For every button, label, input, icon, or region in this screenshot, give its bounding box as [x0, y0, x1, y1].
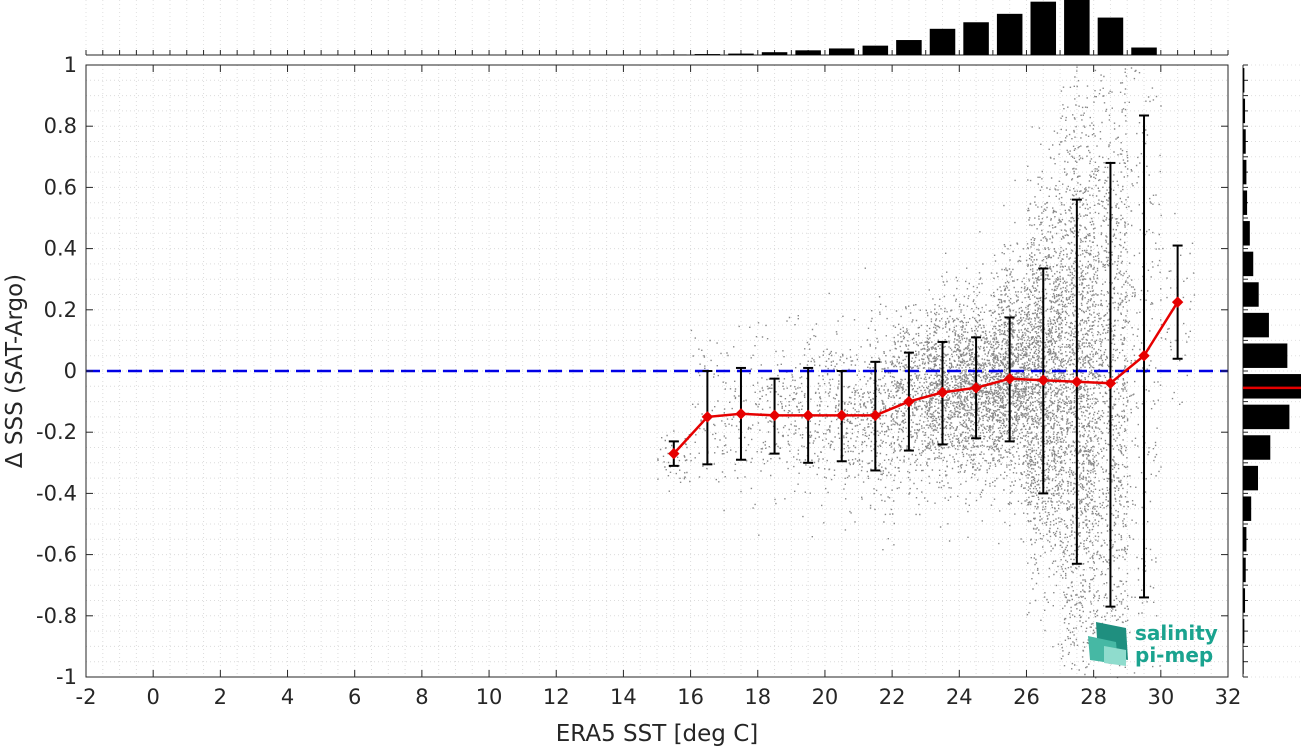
y-tick-label: -0.6 — [36, 543, 77, 567]
logo-text-salinity: salinity — [1135, 621, 1218, 645]
x-tick-label: 6 — [348, 685, 361, 709]
dsss-hist-bar — [1243, 221, 1250, 246]
scatter-points — [657, 66, 1196, 679]
y-tick-label: 0.6 — [44, 175, 77, 199]
dsss-hist-bar — [1243, 374, 1301, 399]
mean-line — [672, 301, 1179, 455]
dsss-hist-bar — [1243, 68, 1245, 93]
dsss-hist-bar — [1243, 649, 1244, 674]
y-tick-label: 0.8 — [44, 114, 77, 138]
x-tick-label: 28 — [1080, 685, 1107, 709]
sst-hist-bar — [896, 40, 922, 55]
sst-hist-bar — [795, 50, 821, 55]
y-tick-label: 0.4 — [44, 237, 77, 261]
y-tick-label: -0.4 — [36, 481, 77, 505]
sst-hist-bar — [828, 48, 855, 55]
dsss-hist-bar — [1243, 98, 1246, 124]
mean-point — [836, 409, 848, 422]
dsss-hist-bar — [1243, 343, 1288, 368]
sst-hist-bar — [1131, 47, 1157, 55]
mean-point — [1037, 374, 1049, 386]
x-tick-label: 8 — [415, 685, 428, 709]
x-tick-label: 24 — [946, 685, 973, 709]
sst-hist-bar — [1064, 0, 1090, 55]
x-tick-label: 2 — [214, 685, 227, 709]
mean-point — [735, 408, 747, 420]
dsss-hist-bar — [1243, 312, 1269, 338]
dsss-hist-bar — [1243, 588, 1246, 613]
mean-point — [970, 382, 982, 394]
dsss-hist-bar — [1243, 496, 1252, 521]
sst-hist-bar — [963, 22, 989, 55]
x-tick-label: 4 — [281, 685, 294, 709]
x-tick-label: 22 — [879, 685, 906, 709]
sst-hist-bar — [996, 13, 1023, 55]
dsss-hist-bar — [1243, 251, 1254, 277]
mean-point — [903, 395, 915, 408]
dsss-hist-bar — [1243, 282, 1259, 307]
x-tick-label: 14 — [610, 685, 637, 709]
mean-point — [701, 411, 714, 423]
mean-point — [768, 409, 781, 422]
binned-mean-line — [668, 296, 1184, 460]
x-tick-label: 32 — [1215, 685, 1242, 709]
scatter-cloud — [657, 66, 1196, 679]
y-tick-label: -0.8 — [36, 604, 77, 628]
mean-point — [1138, 349, 1150, 362]
y-tick-label: -0.2 — [36, 420, 77, 444]
y-tick-label: 1 — [64, 53, 77, 77]
dsss-hist-bar — [1243, 618, 1245, 644]
mean-point — [869, 409, 882, 422]
x-tick-label: 18 — [744, 685, 771, 709]
dsss-histogram — [1242, 64, 1302, 678]
dsss-hist-bar — [1243, 190, 1248, 215]
axes — [85, 64, 1229, 678]
y-tick-label: 0 — [64, 359, 77, 383]
logo-text-pi-mep: pi-mep — [1135, 643, 1213, 667]
mean-point — [936, 386, 949, 399]
sst-hist-bar — [1030, 1, 1057, 56]
x-tick-labels: -2 0 2 4 6 8 10 12 14 16 18 20 22 24 26 28 30 32 — [76, 685, 1242, 709]
mean-point — [668, 447, 680, 460]
dsss-hist-bar — [1243, 465, 1259, 491]
mean-point — [1071, 376, 1083, 388]
x-tick-label: 20 — [812, 685, 839, 709]
x-tick-label: 10 — [476, 685, 503, 709]
y-tick-labels: -1 -0.8 -0.6 -0.4 -0.2 0 0.2 0.4 0.6 0.8 1 — [36, 53, 77, 689]
x-tick-label: 16 — [677, 685, 704, 709]
dsss-hist-bar — [1243, 557, 1246, 583]
dsss-hist-bar — [1243, 527, 1247, 552]
x-tick-label: 30 — [1147, 685, 1174, 709]
dsss-hist-bar — [1243, 435, 1271, 460]
x-tick-label: -2 — [76, 685, 97, 709]
sst-hist-bar — [1097, 17, 1124, 56]
dsss-hist-bar — [1243, 129, 1246, 154]
sst-hist-bar — [929, 28, 956, 55]
mean-point — [1171, 296, 1184, 308]
y-tick-label: -1 — [56, 665, 77, 689]
sst-hist-bar — [694, 54, 721, 55]
mean-point — [1104, 377, 1117, 389]
x-tick-label: 12 — [543, 685, 570, 709]
y-tick-label: 0.2 — [44, 298, 77, 322]
x-tick-label: 0 — [146, 685, 159, 709]
x-axis-title: ERA5 SST [deg C] — [556, 721, 759, 747]
sst-hist-bar — [862, 45, 889, 55]
y-axis-title: Δ SSS (SAT-Argo) — [2, 274, 28, 468]
sst-hist-bar — [761, 52, 788, 55]
sst-histogram — [85, 0, 1229, 56]
salinity-pi-mep-logo: salinity pi-mep — [1088, 621, 1218, 667]
logo-cube-icon — [1088, 622, 1128, 666]
x-tick-label: 26 — [1013, 685, 1040, 709]
dsss-hist-bar — [1243, 159, 1247, 185]
mean-point — [802, 409, 814, 422]
dsss-hist-bar — [1243, 404, 1290, 430]
sst-hist-bar — [728, 53, 754, 55]
mean-point — [1003, 372, 1016, 385]
